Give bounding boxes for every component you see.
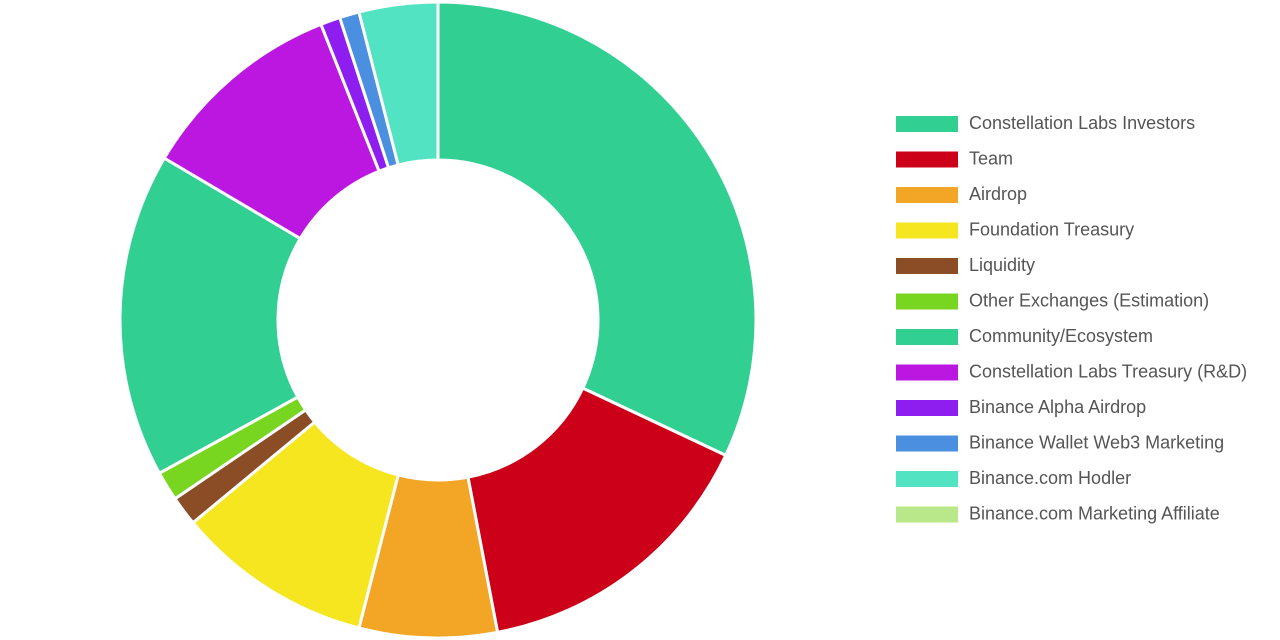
donut-segment [436, 0, 758, 458]
legend-swatch [896, 151, 958, 168]
legend-label: Binance Wallet Web3 Marketing [969, 432, 1224, 452]
legend-label: Constellation Labs Investors [969, 113, 1195, 133]
legend-label: Community/Ecosystem [969, 326, 1153, 346]
legend-swatch [896, 222, 958, 239]
legend-swatch [896, 293, 958, 310]
legend-label: Constellation Labs Treasury (R&D) [969, 361, 1247, 381]
legend-label: Binance Alpha Airdrop [969, 397, 1146, 417]
legend-label: Airdrop [969, 184, 1027, 204]
legend-label: Binance.com Hodler [969, 468, 1131, 488]
legend-swatch [896, 435, 958, 452]
legend-swatch [896, 364, 958, 381]
legend-swatch [896, 506, 958, 523]
legend-label: Liquidity [969, 255, 1035, 275]
donut-segment [466, 386, 728, 635]
legend-swatch [896, 116, 958, 132]
donut-segment [118, 156, 303, 476]
legend-label: Other Exchanges (Estimation) [969, 290, 1209, 310]
legend-swatch [896, 400, 958, 416]
legend-label: Foundation Treasury [969, 219, 1134, 239]
legend-swatch [896, 471, 958, 487]
legend-swatch [896, 187, 958, 203]
legend-swatch [896, 258, 958, 274]
legend-label: Binance.com Marketing Affiliate [969, 503, 1220, 523]
legend-swatch [896, 329, 958, 345]
legend-label: Team [969, 148, 1013, 168]
